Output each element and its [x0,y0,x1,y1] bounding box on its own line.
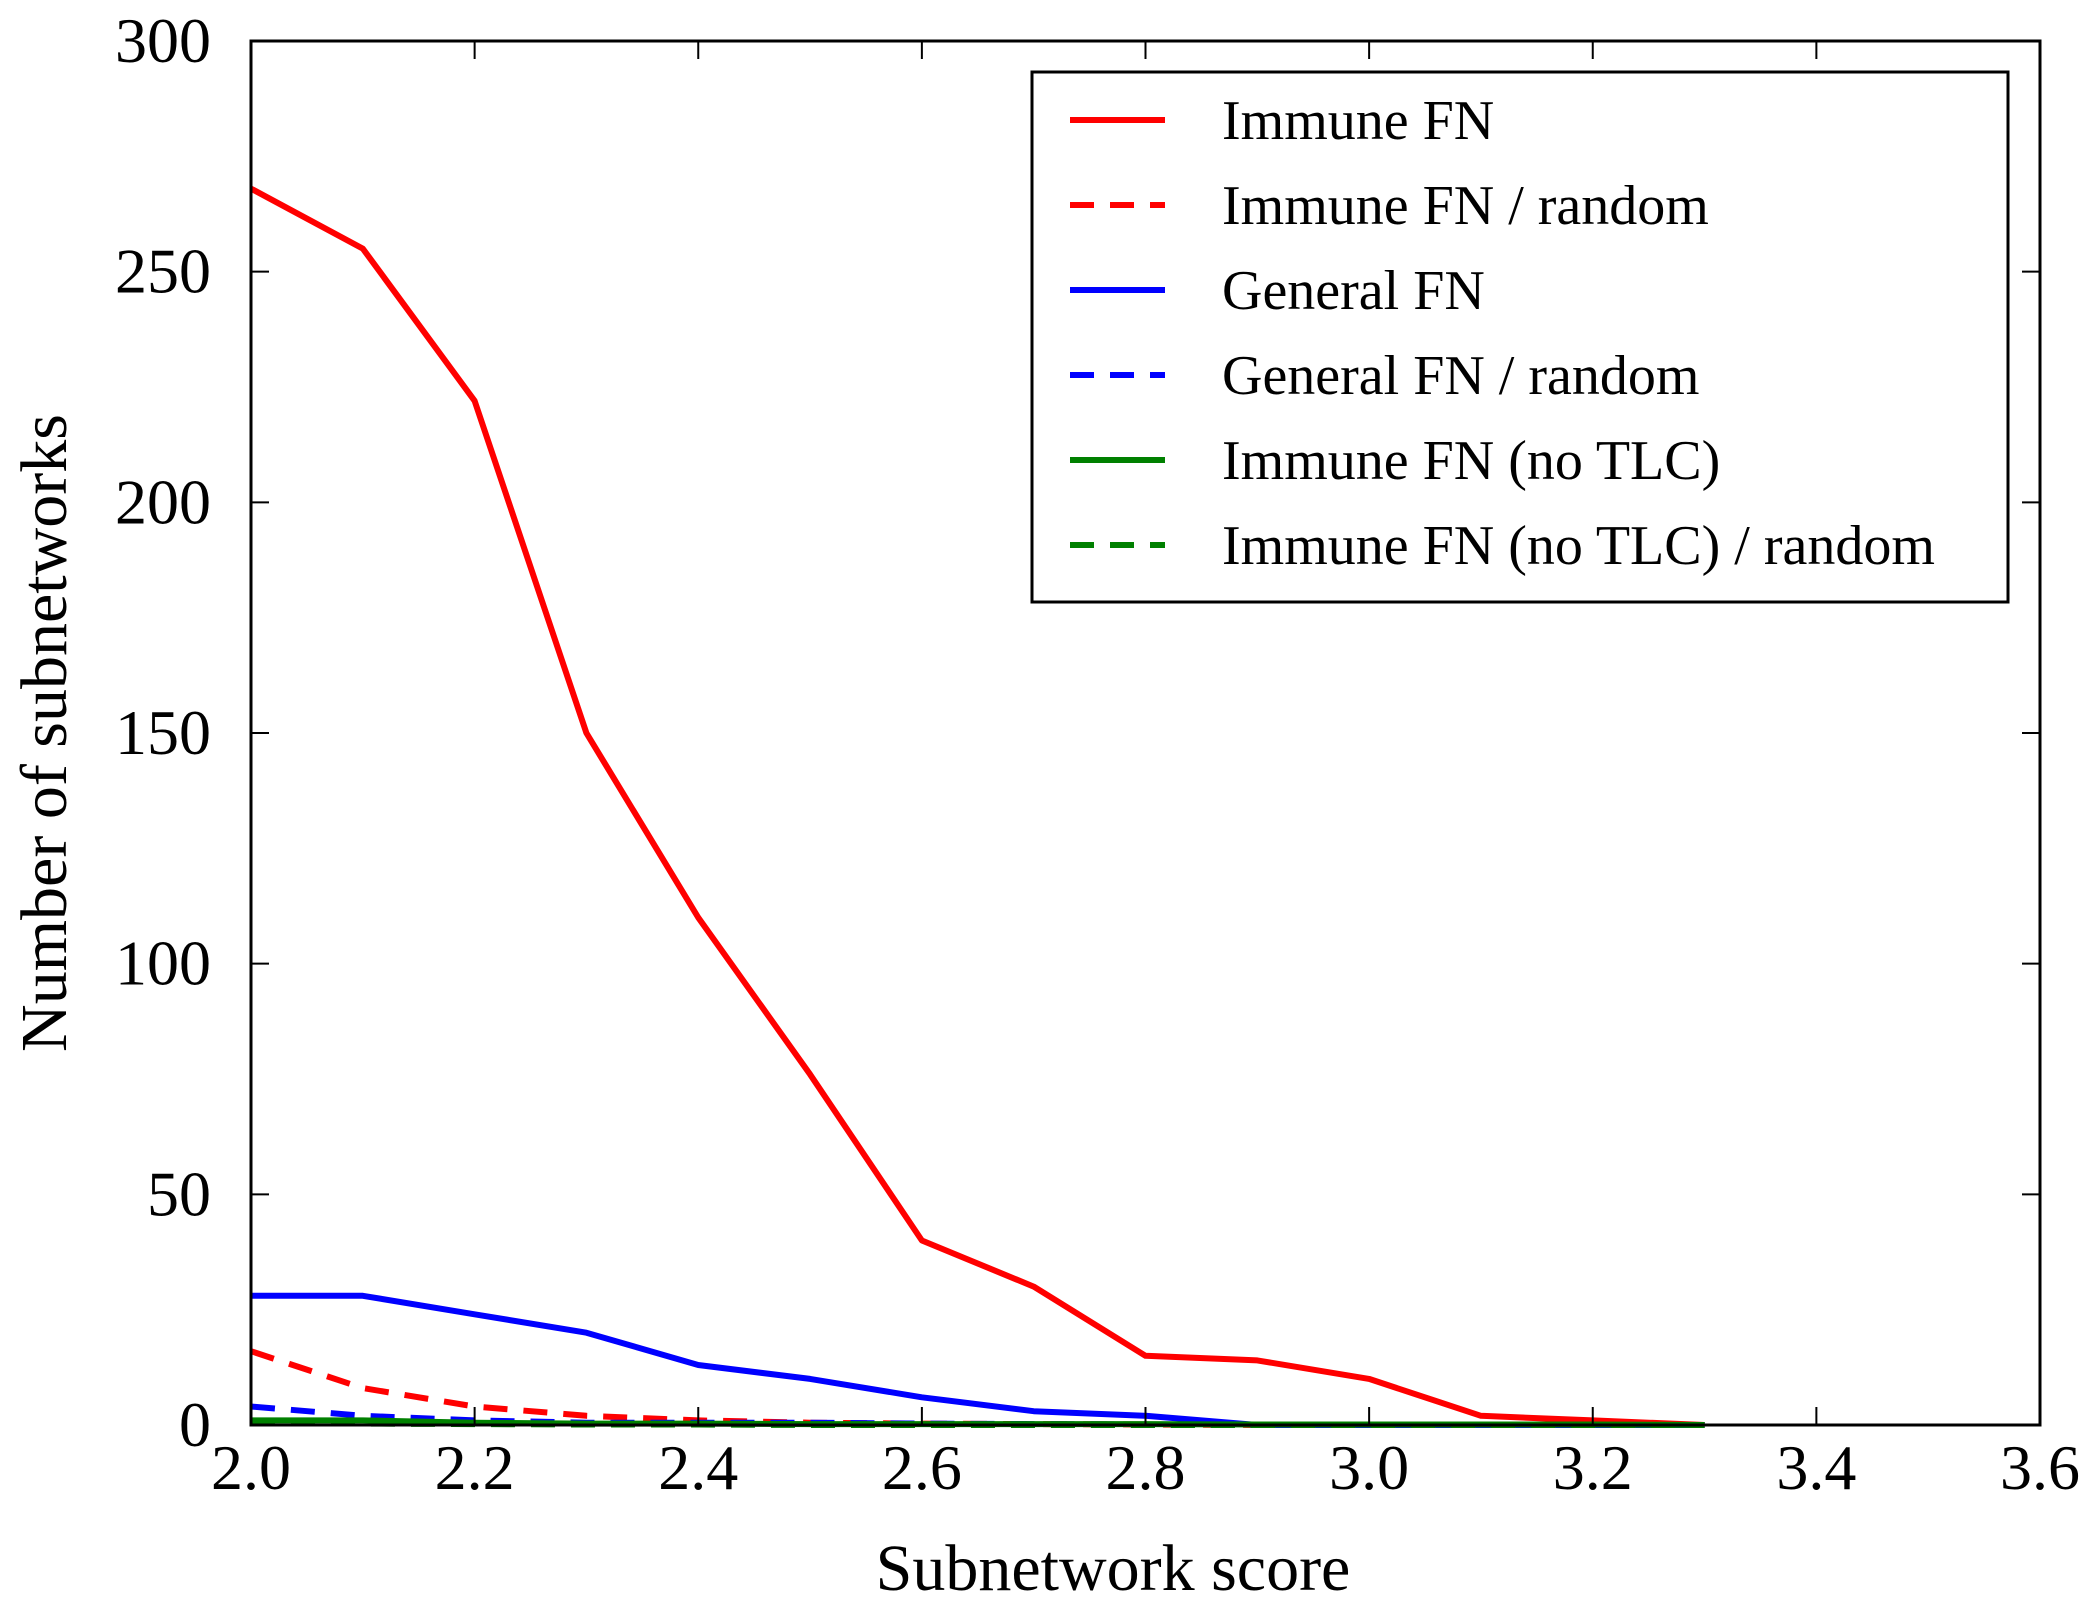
x-tick-label: 3.2 [1553,1432,1633,1503]
y-tick-label: 200 [115,466,211,537]
y-tick-label: 50 [147,1158,211,1229]
x-tick-label: 2.2 [435,1432,515,1503]
legend-label-general-fn: General FN [1222,260,1485,322]
y-tick-label: 100 [115,928,211,999]
x-tick-label: 3.4 [1776,1432,1856,1503]
legend-label-immune-fn: Immune FN [1222,90,1494,152]
y-tick-label: 0 [179,1389,211,1460]
y-tick-label: 250 [115,236,211,307]
legend-frame [1030,70,2010,604]
legend-label-immune-fn-no-tlc: Immune FN (no TLC) [1222,430,1720,492]
y-tick-label: 150 [115,697,211,768]
legend-label-general-fn-random: General FN / random [1222,345,1699,407]
x-tick-label: 2.0 [211,1432,291,1503]
x-tick-label: 3.6 [2000,1432,2080,1503]
x-tick-label: 2.6 [882,1432,962,1503]
y-tick-label: 300 [115,5,211,76]
legend-label-immune-fn-random: Immune FN / random [1222,175,1709,237]
x-tick-label: 3.0 [1329,1432,1409,1503]
series-line-immune-fn [249,185,1705,1428]
y-axis-title: Number of subnetworks [8,414,81,1052]
legend: Immune FN Immune FN / random General FN Gen… [1030,70,2010,604]
x-tick-label: 2.4 [658,1432,738,1503]
tick-layer: 2.0 2.2 2.4 2.6 2.8 3.0 3.2 3.4 3.6 0 50 100 150 200 2… [115,5,2080,1503]
series-line-general-fn [251,1292,1705,1428]
x-axis-title: Subnetwork score [876,1532,1351,1603]
x-tick-label: 2.8 [1106,1432,1186,1503]
legend-label-immune-fn-no-tlc-random: Immune FN (no TLC) / random [1222,515,1935,577]
